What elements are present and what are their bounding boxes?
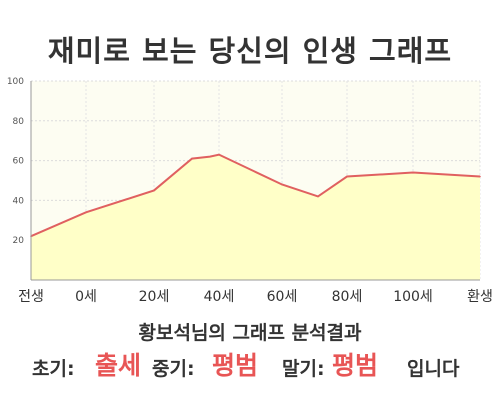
result-summary: 초기: 출세 중기: 평범 말기: 평범 입니다 bbox=[0, 346, 500, 380]
data-point bbox=[281, 183, 283, 186]
data-point bbox=[346, 175, 348, 178]
data-point bbox=[85, 211, 87, 214]
x-tick-label: 전생 bbox=[18, 289, 44, 305]
x-tick-label: 60세 bbox=[267, 289, 298, 305]
result-heading: 황보석님의 그래프 분석결과 bbox=[138, 322, 362, 344]
x-tick-label: 20세 bbox=[139, 289, 170, 305]
x-tick-label: 100세 bbox=[393, 289, 433, 305]
data-point bbox=[153, 189, 155, 192]
life-graph-chart: 20 40 60 80 100 전생 0세 20세 40세 60세 80세 100세 환생 bbox=[7, 77, 493, 305]
early-label: 초기: bbox=[32, 358, 75, 380]
result-suffix: 입니다 bbox=[407, 358, 460, 380]
page-title: 재미로 보는 당신의 인생 그래프 bbox=[47, 34, 453, 68]
data-point bbox=[218, 153, 220, 156]
data-point bbox=[412, 171, 414, 174]
x-tick-label: 0세 bbox=[75, 289, 97, 305]
data-point bbox=[191, 157, 193, 160]
middle-value: 평범 bbox=[212, 351, 259, 380]
data-point bbox=[209, 155, 211, 158]
data-point bbox=[317, 195, 319, 198]
y-tick-label: 20 bbox=[13, 236, 25, 246]
middle-label: 중기: bbox=[152, 358, 195, 380]
data-point bbox=[479, 175, 481, 178]
y-tick-label: 80 bbox=[13, 117, 25, 127]
x-tick-label: 40세 bbox=[204, 289, 235, 305]
early-value: 출세 bbox=[95, 351, 142, 380]
late-value: 평범 bbox=[332, 351, 379, 380]
y-tick-label: 40 bbox=[13, 196, 25, 206]
area-fill bbox=[31, 154, 480, 280]
y-tick-label: 60 bbox=[13, 157, 25, 167]
late-label: 말기: bbox=[282, 358, 325, 380]
x-tick-label: 환생 bbox=[467, 289, 493, 305]
y-tick-label: 100 bbox=[7, 77, 24, 87]
x-tick-label: 80세 bbox=[332, 289, 363, 305]
